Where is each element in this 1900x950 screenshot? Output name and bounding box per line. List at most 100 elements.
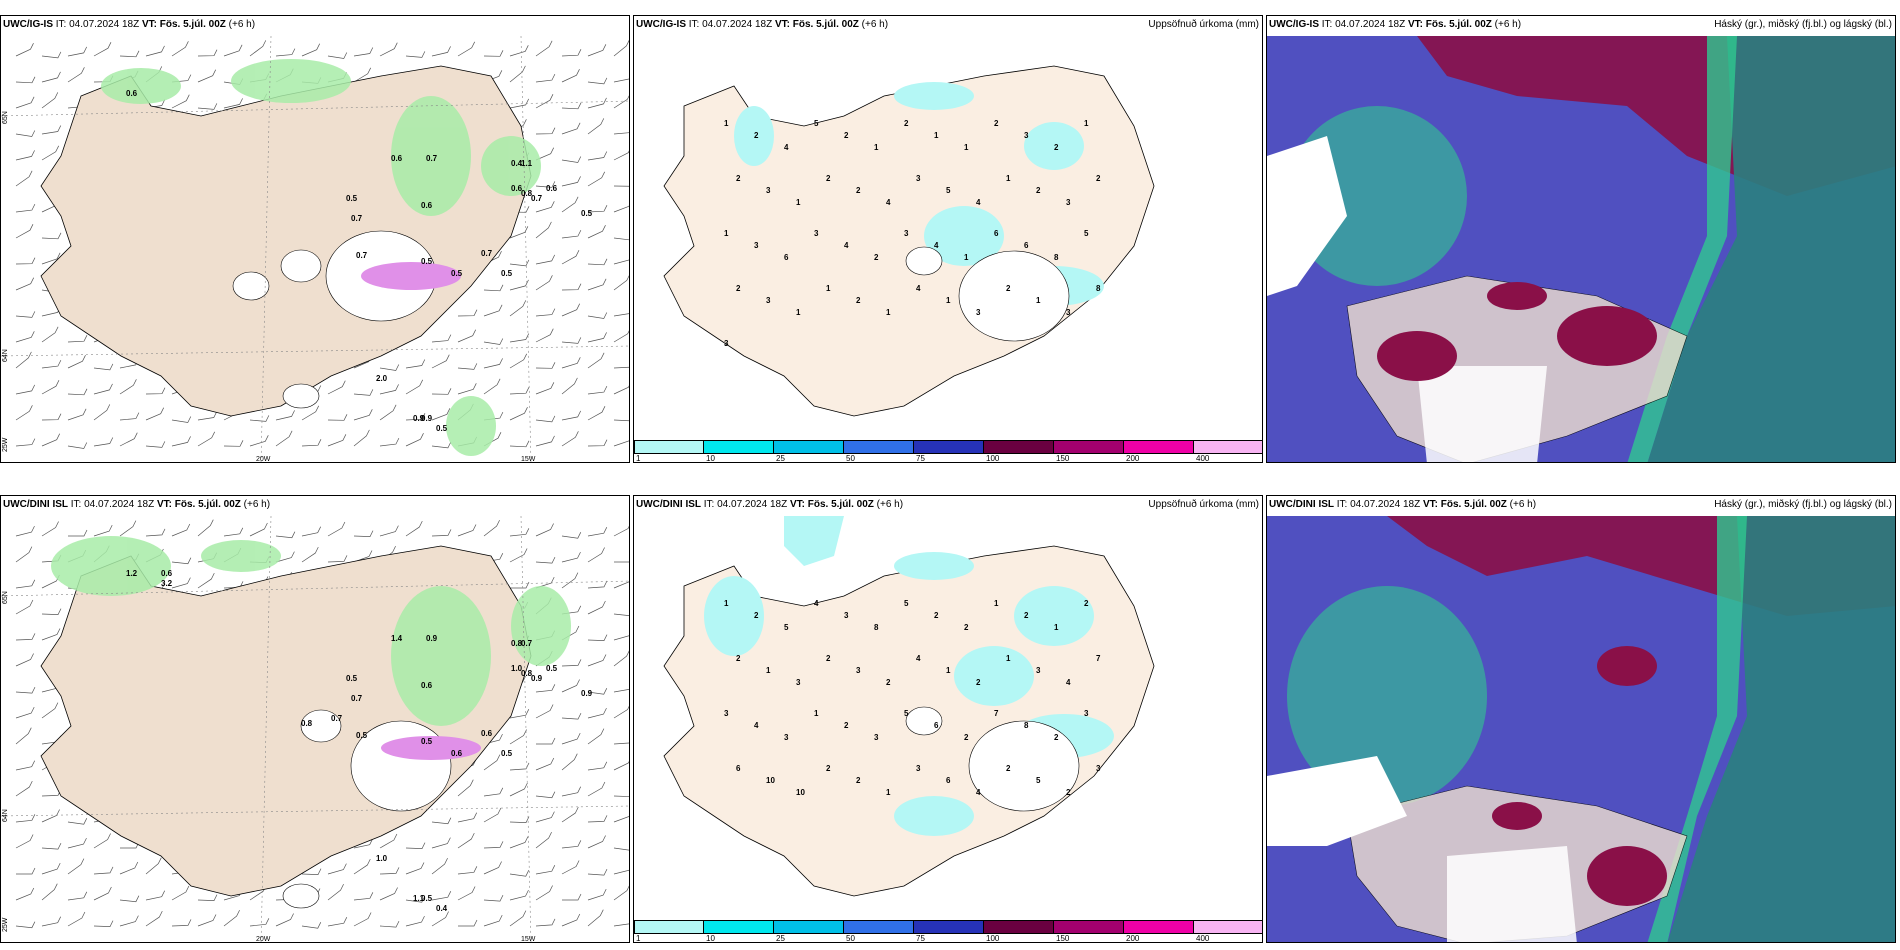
precip-value-label: 3 xyxy=(916,174,921,183)
wind-barb xyxy=(458,919,478,927)
cloud-panel-row1[interactable]: UWC/IG-IS IT: 04.07.2024 18Z VT: Fös. 5.… xyxy=(1266,15,1896,463)
wind-value-label: 0.5 xyxy=(581,209,593,218)
colorbar-tick: 100 xyxy=(986,934,1000,943)
wind-barb xyxy=(67,818,88,825)
wind-barb xyxy=(93,866,114,875)
wind-barb xyxy=(587,258,608,266)
precip-value-label: 3 xyxy=(724,339,729,348)
wind-barb xyxy=(561,196,579,213)
wind-map[interactable]: 1.2 1.4 0.9 0.5 0.6 0.5 0.5 1.0 0.5 0.7 0.6 0.8 0.9 0… xyxy=(1,516,629,942)
wind-barb xyxy=(561,122,581,135)
wind-barb xyxy=(613,95,629,109)
wind-value-label: 0.5 xyxy=(421,257,433,266)
precip-map[interactable]: 1 2 5 4 3 8 5 2 2 1 2 1 2 2 1 3 2 3 2 4 1 2 1 3 4 7 3 4 3 1 2 3 5 6 2 7 8 2 3 6… xyxy=(634,516,1262,922)
cloud-panel-row2[interactable]: UWC/DINI ISL IT: 04.07.2024 18Z VT: Fös.… xyxy=(1266,495,1896,943)
wind-barb xyxy=(561,806,579,823)
wind-panel-row1[interactable]: UWC/IG-IS IT: 04.07.2024 18Z VT: Fös. 5.… xyxy=(0,15,630,463)
colorbar-segment xyxy=(1194,920,1262,934)
wind-barb xyxy=(587,406,606,421)
wind-barb xyxy=(353,47,374,57)
wind-barb xyxy=(275,48,296,57)
green-cloud-west xyxy=(1287,586,1487,806)
wind-map[interactable]: 0.6 0.6 0.7 0.5 0.6 0.7 0.5 0.6 0.6 0.7 0.5 0.8 0.7 0… xyxy=(1,36,629,462)
wind-value-label: 1.0 xyxy=(511,664,523,673)
wind-barb xyxy=(15,760,36,771)
wind-barb xyxy=(613,39,629,57)
wind-barb xyxy=(561,102,582,110)
wind-barb xyxy=(535,254,556,265)
precip-panel-row2[interactable]: UWC/DINI ISL IT: 04.07.2024 18Z VT: Fös.… xyxy=(633,495,1263,943)
colorbar-tick: 400 xyxy=(1196,454,1210,463)
wind-value-label: 0.6 xyxy=(481,729,493,738)
precip-value-label: 8 xyxy=(1054,253,1059,262)
wind-barb xyxy=(41,380,60,395)
precip-value-label: 1 xyxy=(1084,119,1089,128)
precip-value-label: 2 xyxy=(1096,174,1101,183)
wind-barb xyxy=(145,528,166,537)
precip-value-label: 4 xyxy=(814,599,819,608)
wind-value-label: 0.4 xyxy=(436,904,448,913)
colorbar-tick: 1 xyxy=(636,934,641,943)
precip-panel-row1[interactable]: UWC/IG-IS IT: 04.07.2024 18Z VT: Fös. 5.… xyxy=(633,15,1263,463)
wind-barb xyxy=(223,98,243,109)
lat-label: 65N xyxy=(2,591,9,604)
wind-barb xyxy=(197,431,216,447)
cloud-blobs xyxy=(1377,282,1657,381)
wind-barb xyxy=(119,50,140,58)
wind-barb xyxy=(483,50,504,57)
wind-barb xyxy=(379,384,399,395)
precip-value-label: 1 xyxy=(964,253,969,262)
colorbar-tick: 50 xyxy=(846,454,855,463)
wind-value-label: 0.5 xyxy=(346,674,358,683)
wind-barb xyxy=(275,410,295,421)
wind-barb xyxy=(613,419,629,422)
wind-barb xyxy=(379,867,400,875)
wind-barb xyxy=(431,46,451,57)
wind-barb xyxy=(535,221,552,239)
wind-barb xyxy=(41,862,61,875)
wind-barb xyxy=(15,203,36,213)
wind-barb xyxy=(561,229,582,239)
colorbar-tick: 50 xyxy=(846,934,855,943)
precip-value-label: 2 xyxy=(736,174,741,183)
colorbar-segment xyxy=(704,920,774,934)
precip-map[interactable]: 1 2 4 5 2 1 2 1 1 2 3 2 1 2 3 1 2 2 4 3 5 4 1 2 3 2 1 3 6 3 4 2 3 4 1 6 6 8 5 2… xyxy=(634,36,1262,442)
wind-barb xyxy=(587,205,608,213)
wind-barb xyxy=(509,709,530,719)
wind-barb xyxy=(535,147,555,161)
wind-barb xyxy=(353,67,372,83)
precip-value-label: 2 xyxy=(844,131,849,140)
precip-value-label: 2 xyxy=(1006,284,1011,293)
wind-barb xyxy=(535,435,555,447)
glacier-areas xyxy=(905,246,1070,342)
wind-labels: 0.60.6 0.70.50.60.70.50.6 0.60.70.50.80.70… xyxy=(126,89,593,433)
wind-barb xyxy=(457,524,477,537)
colorbar: 1 10 25 50 75 100 150 200 400 xyxy=(634,920,1262,943)
wind-barb xyxy=(41,71,61,83)
precip-value-label: 2 xyxy=(754,131,759,140)
precip-value-label: 2 xyxy=(994,119,999,128)
wind-barb xyxy=(379,42,398,57)
precip-value-label: 1 xyxy=(826,284,831,293)
wind-barb xyxy=(405,359,426,369)
wind-barb xyxy=(613,869,629,875)
precip-value-label: 1 xyxy=(886,308,891,317)
precip-value-label: 3 xyxy=(874,733,879,742)
wind-barb xyxy=(613,78,629,83)
wind-barb xyxy=(119,520,137,537)
wind-barb xyxy=(587,385,608,395)
wind-value-label: 0.5 xyxy=(501,269,513,278)
cloud-map[interactable] xyxy=(1267,36,1895,462)
wind-panel-row2[interactable]: UWC/DINI ISL IT: 04.07.2024 18Z VT: Fös.… xyxy=(0,495,630,943)
wind-barb xyxy=(587,761,608,771)
precip-value-label: 2 xyxy=(1036,186,1041,195)
cloud-map[interactable] xyxy=(1267,516,1895,942)
clear-sky xyxy=(1267,136,1347,296)
colorbar-segment xyxy=(774,920,844,934)
wind-value-label: 0.5 xyxy=(451,269,463,278)
precip-value-label: 2 xyxy=(964,623,969,632)
wind-barb xyxy=(613,650,629,667)
wind-barb xyxy=(431,529,452,537)
wind-barb xyxy=(171,94,190,109)
wind-barb xyxy=(535,556,556,564)
